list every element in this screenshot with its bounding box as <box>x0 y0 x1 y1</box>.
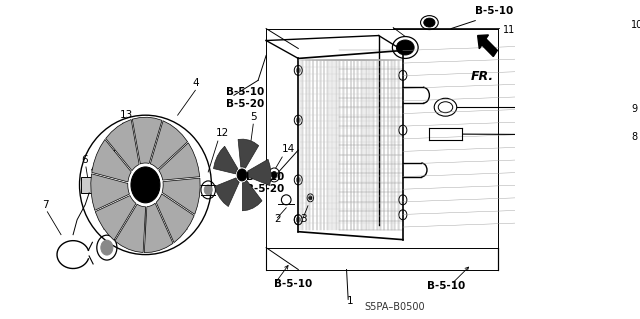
Ellipse shape <box>101 240 113 255</box>
Circle shape <box>237 169 247 181</box>
Polygon shape <box>132 117 162 164</box>
Text: B-5-10: B-5-10 <box>274 279 312 289</box>
Text: 8: 8 <box>631 132 637 142</box>
Text: 11: 11 <box>502 25 515 34</box>
Circle shape <box>296 177 300 182</box>
Circle shape <box>296 118 300 123</box>
Text: B-5-10: B-5-10 <box>246 172 284 182</box>
Ellipse shape <box>308 196 312 200</box>
Text: B-5-10: B-5-10 <box>226 87 264 97</box>
Text: 4: 4 <box>192 78 199 88</box>
FancyArrow shape <box>477 35 497 56</box>
Ellipse shape <box>396 40 414 55</box>
Polygon shape <box>106 120 139 171</box>
Polygon shape <box>243 181 262 211</box>
Text: 13: 13 <box>120 110 133 120</box>
Polygon shape <box>156 194 194 243</box>
Text: 12: 12 <box>216 128 230 138</box>
Ellipse shape <box>424 18 435 27</box>
Polygon shape <box>162 178 200 214</box>
Text: FR.: FR. <box>471 70 494 83</box>
Text: 7: 7 <box>42 200 49 210</box>
Text: 10: 10 <box>631 19 640 30</box>
Text: B-5-10: B-5-10 <box>427 281 465 292</box>
Polygon shape <box>115 204 145 253</box>
Text: B-5-10: B-5-10 <box>476 6 513 16</box>
Ellipse shape <box>204 185 212 195</box>
Text: 1: 1 <box>346 296 353 306</box>
Polygon shape <box>159 143 200 180</box>
Polygon shape <box>238 139 259 168</box>
Text: 5: 5 <box>250 112 257 122</box>
Circle shape <box>271 171 277 178</box>
Polygon shape <box>214 146 238 174</box>
Text: 2: 2 <box>274 214 281 224</box>
Circle shape <box>131 167 160 203</box>
Polygon shape <box>95 196 136 240</box>
Bar <box>101 150 114 160</box>
Polygon shape <box>144 203 173 253</box>
Polygon shape <box>214 178 239 206</box>
Polygon shape <box>150 121 188 169</box>
Circle shape <box>296 68 300 73</box>
Text: 6: 6 <box>81 155 88 165</box>
Text: 14: 14 <box>282 144 296 154</box>
Polygon shape <box>248 160 271 186</box>
Polygon shape <box>92 139 131 182</box>
Circle shape <box>296 217 300 222</box>
Text: S5PA–B0500: S5PA–B0500 <box>365 302 425 312</box>
Text: 9: 9 <box>631 104 637 114</box>
Text: 3: 3 <box>300 214 307 224</box>
Circle shape <box>296 217 300 222</box>
Polygon shape <box>91 174 129 210</box>
Text: B-5-20: B-5-20 <box>246 184 284 194</box>
Bar <box>81 177 97 193</box>
Text: B-5-20: B-5-20 <box>226 99 264 109</box>
Circle shape <box>138 175 154 195</box>
